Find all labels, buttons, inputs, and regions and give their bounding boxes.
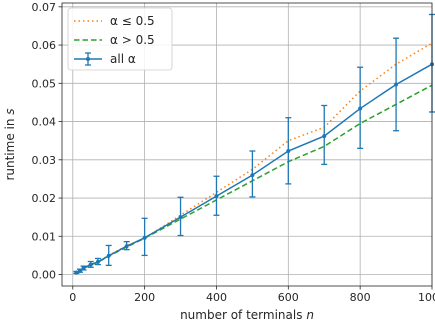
data-point: [89, 263, 93, 267]
y-tick-label: 0.02: [32, 192, 57, 205]
y-axis-label: runtime in s: [3, 108, 17, 180]
series-line-2: [76, 64, 432, 272]
x-tick-label: 200: [134, 291, 155, 304]
data-point: [78, 269, 82, 273]
data-point: [179, 215, 183, 219]
data-point: [96, 260, 100, 264]
x-tick-label: 1000: [418, 291, 435, 304]
y-axis-label-text: runtime in: [3, 119, 17, 181]
x-tick-label: 400: [206, 291, 227, 304]
y-tick-label: 0.00: [32, 269, 57, 282]
legend-label-2: all α: [110, 52, 136, 66]
data-point: [250, 173, 254, 177]
data-point: [358, 107, 362, 111]
data-point: [322, 134, 326, 138]
y-tick-label: 0.05: [32, 77, 57, 90]
data-point: [74, 271, 78, 275]
y-tick-label: 0.04: [32, 116, 57, 129]
y-axis-label-var: s: [3, 108, 17, 114]
data-point: [286, 149, 290, 153]
x-tick-label: 800: [350, 291, 371, 304]
legend-label-1: α > 0.5: [110, 33, 155, 47]
y-tick-label: 0.01: [32, 230, 57, 243]
data-point: [125, 244, 129, 248]
x-axis-label: number of terminals n: [180, 308, 314, 322]
x-tick-label: 0: [69, 291, 76, 304]
data-point: [107, 254, 111, 258]
data-point: [82, 266, 86, 270]
y-tick-label: 0.06: [32, 39, 57, 52]
data-point: [394, 82, 398, 86]
data-point: [214, 194, 218, 198]
y-tick-label: 0.03: [32, 154, 57, 167]
x-tick-label: 600: [278, 291, 299, 304]
series-line-0: [76, 43, 432, 272]
legend: α ≤ 0.5 α > 0.5 all α: [68, 8, 172, 70]
data-point: [143, 236, 147, 240]
legend-label-0: α ≤ 0.5: [110, 14, 155, 28]
y-tick-label: 0.07: [32, 1, 57, 14]
x-axis-label-text: number of terminals: [180, 308, 302, 322]
legend-marker: [86, 57, 90, 61]
x-axis-label-var: n: [306, 308, 314, 322]
